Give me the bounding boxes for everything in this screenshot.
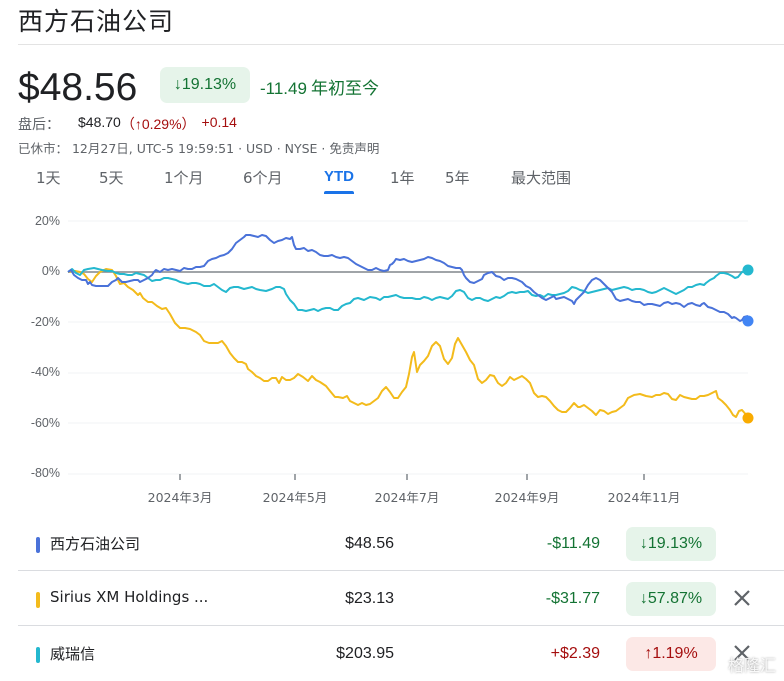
series-vrsn [67,267,749,312]
stock-name: 威瑞信 [50,645,96,663]
series-siri-endpoint [742,412,754,424]
y-tick: 20% [34,214,60,228]
after-hours-price: $48.70 [78,114,121,130]
stock-name: Sirius XM Holdings ... [50,588,209,606]
ytd-change: -11.49 年初至今 [260,74,379,99]
stock-change: +$2.39 [550,645,600,662]
stock-pct-badge: ↓19.13% [626,527,716,561]
comparison-row[interactable]: 西方石油公司 $48.56 -$11.49 ↓19.13% [18,516,784,571]
series-siri [67,268,749,418]
tab-5y[interactable]: 5年 [445,169,470,187]
series-color-swatch [36,592,40,608]
y-tick: -40% [30,365,60,379]
ytd-label: 年初至今 [310,79,379,99]
x-tick: 2024年3月 [147,490,213,505]
arrow-down-icon: ↓ [173,76,182,93]
after-hours-delta: +0.14 [201,114,237,130]
tab-ytd[interactable]: YTD [324,168,354,194]
series-oxy-endpoint [742,315,754,327]
stock-name: 西方石油公司 [50,535,141,553]
tab-1d[interactable]: 1天 [36,169,61,187]
stock-change: -$11.49 [546,535,600,552]
stock-pct-badge: ↓57.87% [626,582,716,616]
divider [18,44,784,45]
close-icon[interactable] [730,586,754,610]
tab-max[interactable]: 最大范围 [511,169,572,187]
stock-pct-badge: ↑1.19% [626,637,716,671]
current-price: $48.56 [18,66,138,109]
series-color-swatch [36,537,40,553]
ytd-percent: 19.13% [181,76,237,93]
comparison-list: 西方石油公司 $48.56 -$11.49 ↓19.13% Sirius XM … [18,516,784,681]
chart-plot [67,220,754,480]
series-color-swatch [36,647,40,663]
x-tick: 2024年5月 [262,490,328,505]
market-status: 已休市： 12月27日, UTC-5 19:59:51 · USD · NYSE… [18,141,380,156]
comparison-row[interactable]: 威瑞信 $203.95 +$2.39 ↑1.19% [18,626,784,681]
comparison-row[interactable]: Sirius XM Holdings ... $23.13 -$31.77 ↓5… [18,571,784,626]
x-tick: 2024年7月 [374,490,440,505]
tab-6m[interactable]: 6个月 [243,169,283,187]
stock-price: $23.13 [345,590,394,607]
y-tick: -60% [30,416,60,430]
stock-change: -$31.77 [545,590,600,607]
stock-price: $48.56 [345,535,394,552]
series-oxy [67,234,749,322]
ytd-change-value: -11.49 [260,79,307,98]
after-hours: 盘后： $48.70 （↑0.29%） +0.14 [18,114,237,134]
tab-5d[interactable]: 5天 [99,169,124,187]
after-hours-pct: （↑0.29%） [120,116,196,132]
tab-1m[interactable]: 1个月 [164,169,204,187]
series-vrsn-endpoint [742,264,754,276]
watermark: 格隆汇 [727,656,776,675]
range-tabs: 1天 5天 1个月 6个月 YTD 1年 5年 最大范围 [36,167,571,194]
comparison-chart[interactable]: 20% 0% -20% -40% -60% -80% 2024年3月 202 [0,200,784,510]
y-tick: -80% [30,466,60,480]
x-tick: 2024年11月 [607,490,681,505]
y-tick: 0% [41,264,60,278]
page-title: 西方石油公司 [18,7,175,36]
x-tick: 2024年9月 [494,490,560,505]
close-icon[interactable] [730,641,754,665]
after-hours-label: 盘后： [18,117,60,133]
tab-1y[interactable]: 1年 [390,169,415,187]
y-tick: -20% [30,315,60,329]
stock-price: $203.95 [336,645,394,662]
ytd-percent-badge: ↓ 19.13% [160,67,250,103]
